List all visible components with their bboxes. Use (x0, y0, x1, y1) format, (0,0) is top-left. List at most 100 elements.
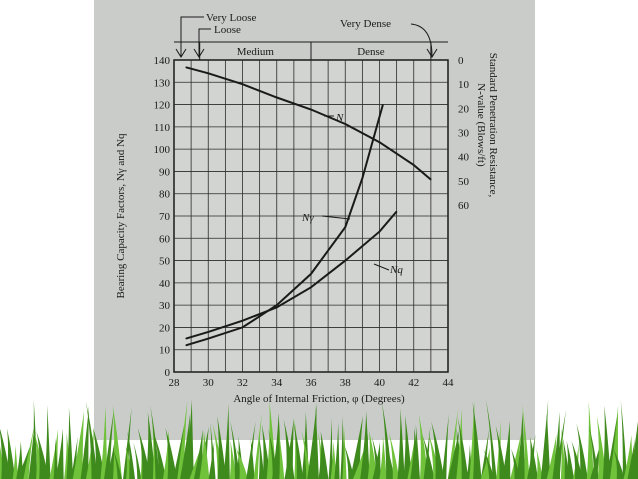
density-label-loose: Loose (214, 24, 241, 36)
data-point (207, 331, 209, 333)
grass-blade (566, 440, 575, 479)
very-loose-leader (180, 16, 204, 56)
y-axis-title: Bearing Capacity Factors, Nγ and Nq (115, 133, 127, 298)
x-tick-label: 38 (340, 377, 352, 389)
grass-blade (627, 438, 636, 479)
grass-blade (334, 422, 340, 479)
grass-blade (100, 405, 108, 479)
data-point (378, 231, 381, 233)
y2-tick-label: 50 (458, 176, 470, 188)
grass-blade (189, 445, 202, 479)
grass-blade (457, 417, 469, 479)
y-tick-label: 40 (159, 278, 171, 290)
series-label-nq-leader (373, 263, 390, 271)
loose-leader (198, 28, 211, 56)
grass-blade (36, 431, 49, 479)
grass-blade (343, 444, 355, 479)
grass-blade (301, 429, 312, 479)
density-label-very-dense: Very Dense (340, 18, 391, 30)
grass-blade (153, 433, 167, 479)
y-tick-label: 70 (159, 211, 171, 223)
grass-blade (522, 404, 530, 479)
y2-tick-label: 20 (458, 103, 470, 115)
grass-blade (385, 441, 395, 479)
grass-blade (283, 419, 295, 479)
y-tick-label: 10 (159, 345, 171, 357)
x-tick-label: 36 (306, 377, 318, 389)
data-point (396, 210, 398, 213)
data-point (344, 259, 346, 262)
grass-blade (431, 421, 445, 479)
series-label-nq: Nq (389, 264, 403, 276)
data-point (430, 179, 432, 181)
data-point (185, 337, 187, 340)
grass-blade (609, 405, 619, 479)
grass-blade (177, 400, 188, 479)
grass-blade (541, 413, 551, 479)
grass-blade (85, 401, 98, 479)
grass-blade (516, 411, 526, 479)
data-point (185, 344, 187, 346)
x-tick-label: 42 (408, 377, 419, 389)
y-tick-label: 90 (159, 166, 171, 178)
data-point (413, 164, 415, 166)
grass-blade (363, 433, 369, 479)
loose-arrowhead (193, 48, 205, 58)
grass-blade (318, 431, 329, 479)
grass-blade (112, 405, 122, 479)
grass-blade (528, 436, 538, 479)
grass-blade (106, 441, 115, 479)
data-point (378, 141, 381, 143)
grass-blade (258, 435, 265, 479)
grass-blade (576, 423, 588, 479)
data-point (276, 306, 278, 308)
grass-blade (371, 436, 382, 479)
data-point (241, 83, 244, 85)
data-point (310, 273, 312, 275)
grass-blade (45, 404, 51, 479)
data-point (310, 108, 312, 111)
grass-blade (602, 405, 611, 479)
grass-blade (32, 399, 38, 479)
grass-blade (150, 404, 160, 479)
data-point (344, 226, 346, 228)
data-point (361, 177, 363, 179)
very-dense-arrowhead (426, 48, 438, 58)
series-label-n: N (335, 112, 344, 124)
x-tick-label: 34 (271, 377, 283, 389)
data-point (241, 326, 244, 329)
grass-blade (469, 400, 475, 479)
grass-blade (223, 403, 230, 479)
y-tick-label: 30 (159, 300, 171, 312)
y-tick-label: 20 (159, 322, 171, 334)
grass-blade (123, 407, 132, 479)
series-line (185, 210, 398, 340)
y-tick-label: 120 (154, 100, 171, 112)
grass-blade (397, 408, 405, 479)
grass-blade (12, 445, 19, 479)
grass-blade (199, 430, 210, 479)
x-tick-label: 30 (203, 377, 215, 389)
grass-blade (112, 447, 122, 479)
y2-axis-title-line1: Standard Penetration Resistance, (487, 53, 499, 198)
grass-blade (6, 428, 16, 479)
grass-blade (145, 412, 156, 479)
series-label-ngamma-leader (321, 215, 351, 220)
grass-blade (235, 447, 248, 479)
density-label-medium: Medium (237, 46, 275, 58)
grass-blade (560, 426, 566, 479)
grass-blade (502, 420, 511, 479)
y-tick-label: 100 (154, 144, 171, 156)
grass-blade (586, 401, 594, 479)
grass-blade (485, 399, 497, 479)
grass-blade (342, 424, 347, 479)
density-label-very-loose: Very Loose (206, 12, 257, 24)
grass-blade (230, 420, 240, 479)
grass-blade (66, 407, 74, 479)
grass-blade (571, 440, 583, 479)
grass-blade (217, 416, 227, 479)
y-tick-label: 60 (159, 233, 171, 245)
grass-blade (104, 409, 114, 479)
x-tick-label: 28 (169, 377, 181, 389)
